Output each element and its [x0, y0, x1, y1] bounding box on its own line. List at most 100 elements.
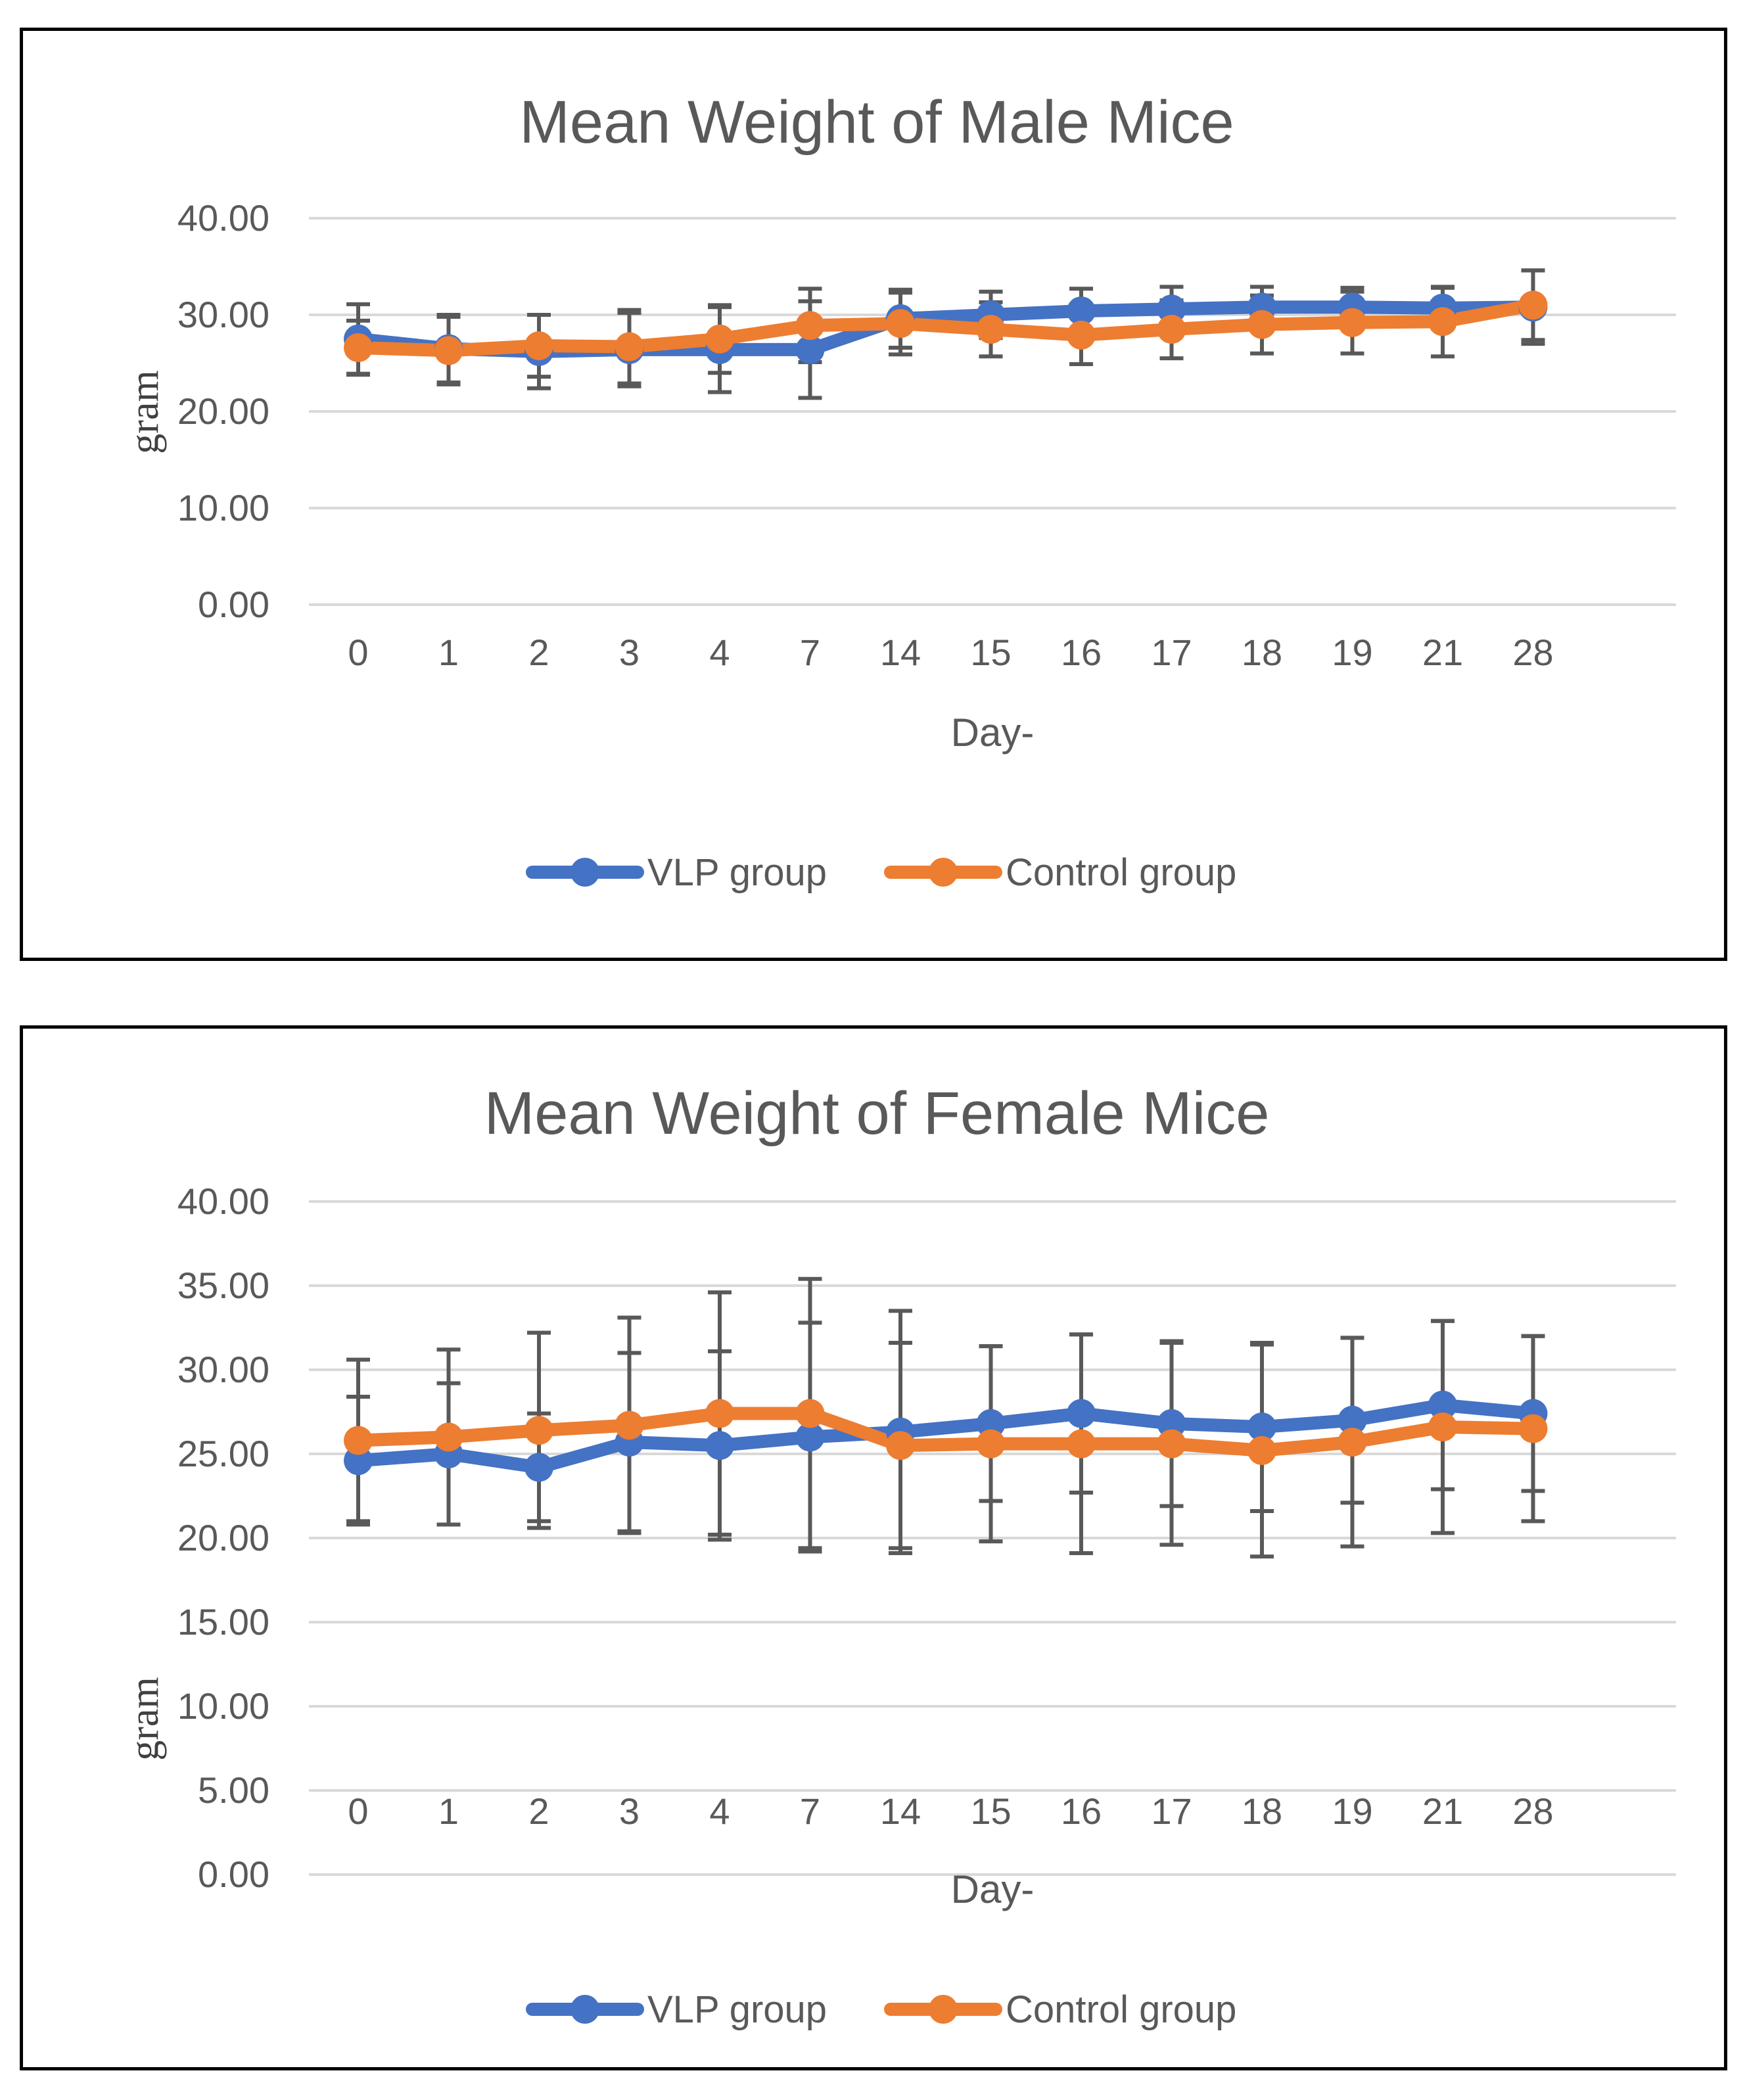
data-point: [344, 1446, 373, 1476]
data-point: [1518, 1414, 1548, 1443]
x-tick-label: 3: [619, 1790, 640, 1832]
data-point: [795, 335, 825, 364]
data-point: [1067, 296, 1096, 326]
y-tick-label: 10.00: [177, 1685, 269, 1727]
data-point: [615, 332, 644, 362]
legend-item: VLP group: [526, 1988, 827, 2031]
data-point: [1067, 1399, 1096, 1428]
x-tick-label: 28: [1512, 632, 1553, 673]
data-point: [976, 1409, 1006, 1438]
series-vlp-group: [352, 1398, 1540, 1474]
data-point: [1157, 1409, 1186, 1438]
y-tick-label: 35.00: [177, 1265, 269, 1306]
y-tick-label: 40.00: [177, 1180, 269, 1222]
data-point: [705, 1431, 734, 1460]
data-point: [1338, 1405, 1367, 1435]
legend-label: Control group: [1006, 851, 1236, 894]
x-tick-label: 7: [800, 1790, 820, 1832]
y-tick-label: 20.00: [177, 1517, 269, 1558]
y-tick-label: 40.00: [177, 197, 269, 239]
x-tick-label: 17: [1151, 632, 1192, 673]
series-line: [352, 1398, 1540, 1474]
data-point: [1157, 294, 1186, 324]
y-tick-label: 0.00: [198, 584, 269, 625]
y-tick-label: 30.00: [177, 294, 269, 335]
x-tick-label: 1: [438, 1790, 459, 1832]
y-tick-label: 20.00: [177, 390, 269, 432]
data-point: [1067, 320, 1096, 350]
chart-title: Mean Weight of Female Mice: [484, 1080, 1270, 1147]
data-point: [1247, 1412, 1276, 1442]
legend-label: VLP group: [647, 1988, 827, 2031]
x-tick-label: 19: [1332, 1790, 1372, 1832]
data-point: [1518, 291, 1548, 320]
x-tick-label: 0: [348, 1790, 368, 1832]
x-tick-label: 2: [528, 1790, 549, 1832]
y-tick-label: 0.00: [198, 1854, 269, 1895]
data-point: [976, 315, 1006, 344]
data-point: [886, 309, 915, 338]
legend-swatch-marker: [571, 1995, 599, 2024]
data-point: [434, 336, 463, 365]
y-tick-label: 25.00: [177, 1433, 269, 1474]
x-tick-label: 21: [1422, 1790, 1463, 1832]
x-tick-label: 18: [1242, 1790, 1282, 1832]
data-point: [795, 1422, 825, 1452]
data-point: [705, 1399, 734, 1428]
x-tick-label: 18: [1242, 632, 1282, 673]
x-tick-label: 2: [528, 632, 549, 673]
x-tick-label: 7: [800, 632, 820, 673]
data-point: [1338, 308, 1367, 337]
y-tick-label: 15.00: [177, 1601, 269, 1643]
x-tick-label: 15: [970, 1790, 1011, 1832]
series-line: [352, 298, 1540, 358]
female-chart-panel: Mean Weight of Female Mice 0.00 5.00 10.00 1…: [20, 1025, 1727, 2070]
x-tick-label: 17: [1151, 1790, 1192, 1832]
legend-item: Control group: [884, 851, 1236, 894]
x-tick-label: 1: [438, 632, 459, 673]
x-axis-title: Day-: [951, 1867, 1035, 1911]
data-point: [886, 1431, 915, 1460]
data-point: [524, 1453, 553, 1482]
data-point: [1338, 1428, 1367, 1457]
legend-label: Control group: [1006, 1988, 1236, 2031]
series-control-group: [352, 1407, 1540, 1457]
series-control-group: [352, 298, 1540, 358]
x-tick-label: 16: [1061, 1790, 1102, 1832]
data-point: [344, 1426, 373, 1455]
data-point: [1067, 1429, 1096, 1458]
legend-label: VLP group: [647, 851, 827, 894]
data-point: [976, 1429, 1006, 1458]
data-point: [1247, 1435, 1276, 1465]
data-point: [524, 1416, 553, 1445]
x-tick-label: 14: [880, 632, 921, 673]
x-tick-label: 19: [1332, 632, 1372, 673]
legend-swatch-marker: [571, 858, 599, 887]
y-tick-label: 30.00: [177, 1349, 269, 1390]
x-tick-label: 21: [1422, 632, 1463, 673]
data-point: [344, 333, 373, 362]
x-tick-label: 28: [1512, 1790, 1553, 1832]
x-tick-label: 15: [970, 632, 1011, 673]
data-point: [1157, 315, 1186, 344]
x-tick-label: 14: [880, 1790, 921, 1832]
legend-swatch-marker: [929, 858, 958, 887]
male-weight-chart: Mean Weight of Male Mice0.0010.0020.0030…: [122, 89, 1676, 894]
data-point: [1157, 1429, 1186, 1458]
male-chart-panel: Mean Weight of Male Mice 0.00 10.00 20.00 30…: [20, 28, 1727, 961]
data-point: [615, 1411, 644, 1440]
y-axis-title: gram: [122, 1677, 167, 1760]
x-tick-label: 0: [348, 632, 368, 673]
data-point: [795, 311, 825, 340]
legend-item: VLP group: [526, 851, 827, 894]
y-axis-title: gram: [122, 370, 167, 454]
data-point: [1428, 307, 1457, 337]
y-tick-label: 10.00: [177, 487, 269, 528]
legend-swatch-marker: [929, 1995, 958, 2024]
x-tick-label: 16: [1061, 632, 1102, 673]
x-axis-title: Day-: [951, 711, 1035, 755]
series-line: [352, 1407, 1540, 1457]
x-tick-label: 4: [709, 1790, 730, 1832]
data-point: [1247, 310, 1276, 339]
y-tick-label: 5.00: [198, 1769, 269, 1811]
